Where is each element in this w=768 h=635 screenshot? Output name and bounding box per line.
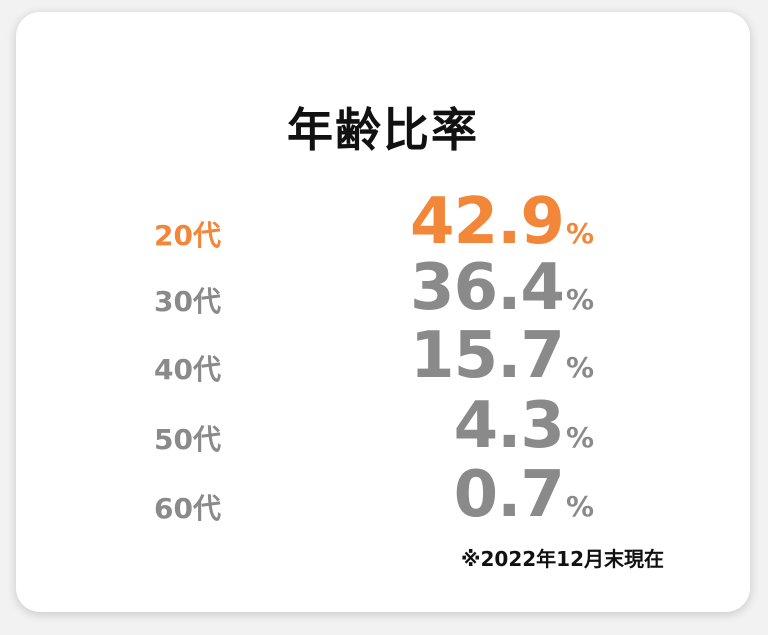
percent-sign: %: [565, 283, 594, 316]
percentage-number: 36.4: [410, 251, 565, 325]
date-note: ※2022年12月末現在: [461, 547, 664, 571]
percent-sign: %: [565, 421, 594, 454]
age-label: 40代: [154, 353, 221, 386]
percentage-number: 4.3: [453, 389, 565, 463]
age-value: 0.7%: [454, 463, 594, 527]
percentage-number: 42.9: [410, 185, 565, 259]
age-label: 30代: [154, 285, 221, 318]
age-row-20s: 20代 42.9%: [16, 180, 750, 254]
percent-sign: %: [565, 217, 594, 250]
age-row-40s: 40代 15.7%: [16, 314, 750, 388]
age-label: 20代: [154, 219, 221, 252]
age-ratio-card: 年齢比率 20代 42.9% 30代 36.4% 40代 15.7% 50代 4…: [16, 12, 750, 612]
percent-sign: %: [565, 490, 594, 523]
age-value: 15.7%: [410, 324, 594, 388]
age-value: 42.9%: [410, 190, 594, 254]
age-row-30s: 30代 36.4%: [16, 246, 750, 320]
percent-sign: %: [565, 351, 594, 384]
age-label: 60代: [154, 492, 221, 525]
percentage-number: 0.7: [453, 458, 565, 532]
age-row-50s: 50代 4.3%: [16, 384, 750, 458]
percentage-number: 15.7: [410, 319, 565, 393]
card-title: 年齢比率: [287, 103, 479, 157]
age-label: 50代: [154, 423, 221, 456]
age-value: 36.4%: [410, 256, 594, 320]
age-row-60s: 60代 0.7%: [16, 453, 750, 527]
age-value: 4.3%: [454, 394, 594, 458]
